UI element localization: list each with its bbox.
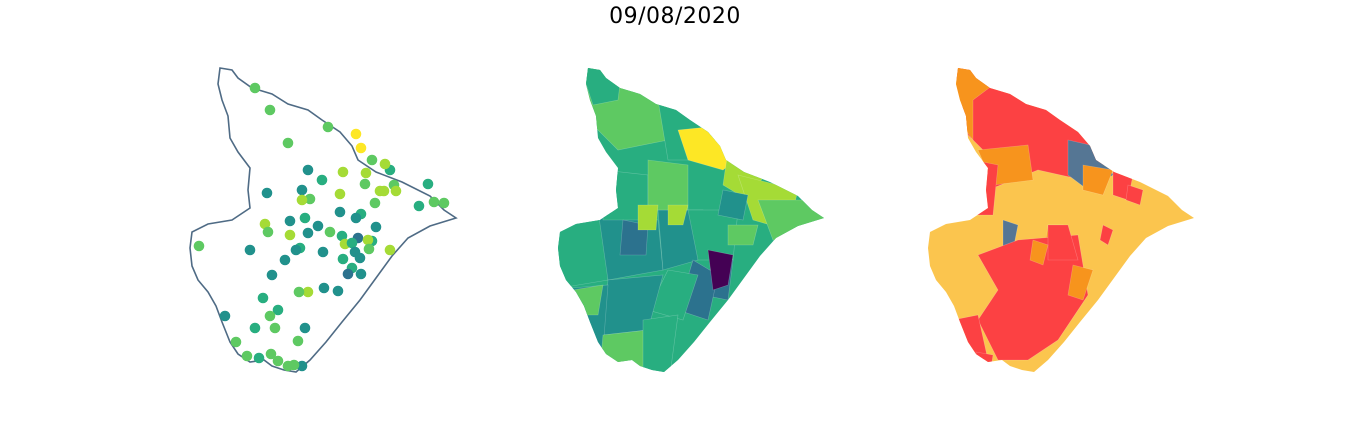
station-point	[336, 230, 348, 242]
station-point	[302, 164, 314, 176]
station-point	[302, 286, 314, 298]
category-regions	[928, 68, 1194, 372]
station-point	[299, 212, 311, 224]
station-point	[293, 286, 305, 298]
station-point	[279, 254, 291, 266]
station-point	[354, 252, 366, 264]
station-point	[282, 360, 294, 372]
station-point	[324, 226, 336, 238]
station-point	[264, 104, 276, 116]
station-point	[360, 167, 372, 179]
municipality-region	[642, 314, 679, 372]
station-point	[316, 174, 328, 186]
station-point	[296, 184, 308, 196]
station-point	[253, 352, 265, 364]
station-point	[334, 206, 346, 218]
category-region	[1099, 224, 1114, 246]
station-point	[350, 128, 362, 140]
station-point	[265, 348, 277, 360]
station-point	[355, 142, 367, 154]
station-point	[284, 229, 296, 241]
station-point	[318, 282, 330, 294]
category-region	[975, 351, 994, 372]
category-region	[1082, 164, 1114, 196]
station-point	[355, 268, 367, 280]
category-region	[977, 234, 1089, 361]
municipality-region	[637, 204, 659, 231]
station-point	[384, 244, 396, 256]
station-point	[342, 268, 354, 280]
station-point	[322, 121, 334, 133]
station-point	[374, 185, 386, 197]
station-point	[269, 322, 281, 334]
station-point	[284, 215, 296, 227]
station-point	[369, 197, 381, 209]
station-point	[413, 200, 425, 212]
category-region	[1067, 264, 1094, 301]
station-point	[296, 194, 308, 206]
station-point	[282, 137, 294, 149]
station-point	[362, 234, 374, 246]
station-point	[259, 218, 271, 230]
municipality-region	[572, 284, 604, 316]
station-point	[363, 243, 375, 255]
station-point	[366, 154, 378, 166]
municipality-region	[717, 189, 749, 221]
station-point	[249, 322, 261, 334]
category-region	[1029, 239, 1049, 266]
municipality-region	[707, 249, 734, 291]
municipality-region	[727, 224, 759, 246]
category-region	[1125, 184, 1144, 206]
station-points	[193, 82, 450, 372]
station-point	[312, 220, 324, 232]
municipality-regions	[558, 68, 824, 372]
municipality-region	[667, 204, 689, 226]
station-point	[219, 310, 231, 322]
station-point	[193, 240, 205, 252]
station-point	[350, 212, 362, 224]
point-map	[189, 67, 458, 373]
choropleth-map	[558, 68, 824, 372]
station-point	[332, 285, 344, 297]
station-point	[334, 188, 346, 200]
station-point	[272, 355, 284, 367]
station-point	[292, 335, 304, 347]
category-map	[928, 68, 1194, 372]
station-point	[337, 166, 349, 178]
station-point	[317, 246, 329, 258]
station-point	[299, 322, 311, 334]
station-point	[302, 227, 314, 239]
category-region	[1047, 224, 1079, 261]
station-point	[428, 196, 440, 208]
page-title: 09/08/2020	[609, 4, 741, 29]
station-point	[379, 158, 391, 170]
station-point	[438, 197, 450, 209]
station-point	[257, 292, 269, 304]
municipality-region	[577, 68, 624, 106]
municipality-region	[558, 209, 609, 291]
station-point	[266, 269, 278, 281]
station-point	[272, 304, 284, 316]
station-point	[370, 221, 382, 233]
station-point	[422, 178, 434, 190]
station-point	[264, 310, 276, 322]
municipality-region	[597, 329, 649, 372]
station-point	[346, 237, 358, 249]
station-point	[261, 187, 273, 199]
station-point	[262, 226, 274, 238]
municipality-region	[647, 159, 689, 211]
station-point	[249, 82, 261, 94]
station-point	[390, 185, 402, 197]
station-point	[290, 244, 302, 256]
state-outline	[189, 67, 458, 373]
station-point	[337, 253, 349, 265]
station-point	[296, 360, 308, 372]
station-point	[241, 350, 253, 362]
station-point	[244, 244, 256, 256]
station-point	[304, 193, 316, 205]
station-point	[230, 336, 242, 348]
station-point	[359, 178, 371, 190]
